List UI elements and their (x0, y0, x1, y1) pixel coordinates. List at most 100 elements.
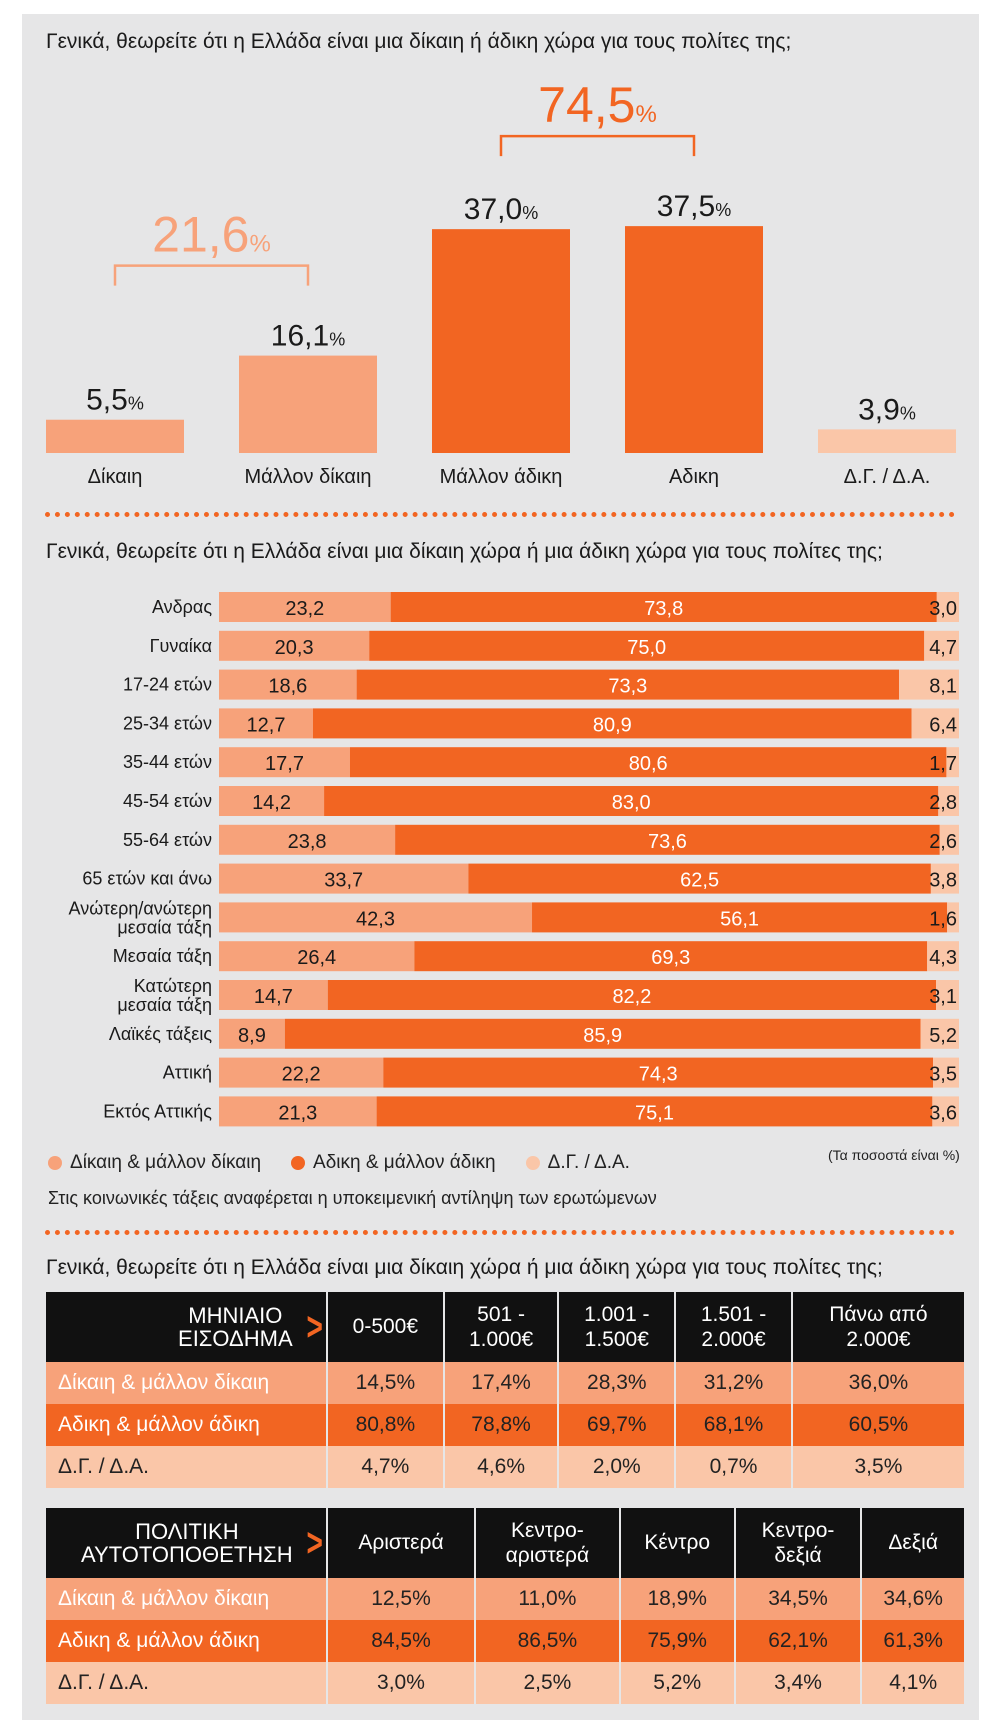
segment-1 (383, 1057, 934, 1088)
segment-value-label: 1,6 (929, 908, 957, 930)
bar-value-label: 37,0% (464, 193, 538, 226)
segment-0 (219, 902, 533, 933)
row-label: Δίκαιη & μάλλον δίκαιη (46, 1578, 327, 1620)
segment-value-label: 33,7 (324, 870, 363, 892)
segment-value-label: 6,4 (929, 714, 957, 736)
segment-2 (936, 592, 959, 622)
segment-1 (376, 1096, 933, 1127)
segment-0 (219, 747, 350, 778)
segment-1 (349, 747, 947, 778)
income-table: ΜΗΝΙΑΙΟ ΕΙΣΟΔΗΜΑ >0-500€ 501 -1.000€ 1.001 -… (46, 1292, 964, 1488)
legend: Δίκαιη & μάλλον δίκαιη Αδικη & μάλλον άδ… (48, 1152, 630, 1174)
segment-value-label: 22,2 (282, 1064, 321, 1086)
row-category-label: 55-64 ετών (123, 830, 212, 850)
segment-value-label: 1,7 (929, 753, 957, 775)
bar-category-label: Αδικη (669, 466, 719, 488)
segment-value-label: 8,9 (238, 1025, 266, 1047)
header-line-1: ΠΟΛΙΤΙΚΗ (135, 1518, 239, 1544)
segment-value-label: 73,6 (648, 831, 687, 853)
segment-1 (532, 902, 948, 933)
row-category-label: Λαϊκές τάξεις (109, 1024, 212, 1044)
segment-2 (920, 1018, 959, 1049)
row-category-label: Ανώτερη/ανώτερη μεσαία τάξη (69, 898, 212, 937)
politics-column-header: Κεντρο-δεξιά (733, 1508, 862, 1578)
segment-value-label: 26,4 (297, 947, 336, 969)
table-cell: 60,5% (790, 1404, 964, 1446)
row-category-label: Γυναίκα (150, 636, 212, 656)
table-cell: 3,0% (326, 1662, 475, 1704)
bar-value-label: 37,5% (657, 190, 731, 223)
row-label: Δίκαιη & μάλλον δίκαιη (46, 1362, 327, 1404)
row-category-label: Αττική (163, 1063, 212, 1083)
row-category-label: 17-24 ετών (123, 675, 212, 695)
table-cell: 86,5% (473, 1620, 620, 1662)
segment-1 (356, 669, 900, 700)
bar-category-label: Δ.Γ. / Δ.Α. (844, 466, 931, 488)
segment-2 (899, 669, 959, 700)
segment-value-label: 80,9 (593, 714, 632, 736)
segment-0 (219, 630, 370, 661)
row-label: Δ.Γ. / Δ.Α. (46, 1446, 327, 1488)
header-line-2: ΕΙΣΟΔΗΜΑ (178, 1326, 293, 1351)
segment-value-label: 3,8 (929, 870, 957, 892)
segment-value-label: 4,7 (929, 637, 957, 659)
segment-2 (933, 1057, 959, 1088)
segment-value-label: 73,3 (608, 676, 647, 698)
table-cell: 28,3% (557, 1362, 676, 1404)
income-column-header: 1.501 -2.000€ (674, 1292, 792, 1362)
segment-value-label: 83,0 (612, 792, 651, 814)
segment-0 (219, 863, 469, 894)
row-label: Δ.Γ. / Δ.Α. (46, 1662, 327, 1704)
segment-0 (219, 1096, 377, 1127)
segment-2 (947, 902, 959, 933)
question-2: Γενικά, θεωρείτε ότι η Ελλάδα είναι μια … (46, 540, 883, 563)
table-cell: 17,4% (442, 1362, 559, 1404)
segment-value-label: 8,1 (929, 676, 957, 698)
legend-swatch-dk (525, 1156, 540, 1170)
chevron-right-icon: > (306, 1305, 323, 1349)
segment-2 (939, 824, 959, 855)
table-cell: 36,0% (790, 1362, 964, 1404)
segment-1 (414, 941, 928, 972)
segment-value-label: 85,9 (583, 1025, 622, 1047)
question-1: Γενικά, θεωρείτε ότι η Ελλάδα είναι μια … (46, 30, 792, 53)
table-row: Δ.Γ. / Δ.Α. 3,0% 2,5% 5,2% 3,4% 4,1% (46, 1662, 964, 1704)
segment-0 (219, 669, 357, 700)
segment-1 (369, 630, 925, 661)
table-cell: 2,0% (557, 1446, 676, 1488)
segment-value-label: 82,2 (612, 986, 651, 1008)
dotted-divider-1 (45, 512, 955, 517)
legend-swatch-just (48, 1156, 62, 1170)
table-cell: 5,2% (618, 1662, 735, 1704)
segment-value-label: 69,3 (651, 947, 690, 969)
chevron-right-icon: > (306, 1521, 323, 1565)
table-cell: 34,6% (860, 1578, 964, 1620)
segment-value-label: 18,6 (268, 676, 307, 698)
segment-2 (932, 1096, 959, 1127)
segment-2 (946, 747, 959, 778)
row-category-label: 65 ετών και άνω (82, 869, 212, 889)
income-column-header: 0-500€ (326, 1292, 444, 1362)
income-column-header: 501 -1.000€ (442, 1292, 559, 1362)
header-line-1: ΜΗΝΙΑΙΟ (188, 1302, 283, 1328)
politics-column-header: Δεξιά (860, 1508, 964, 1578)
table-cell: 12,5% (326, 1578, 475, 1620)
segment-0 (219, 1057, 384, 1088)
segment-value-label: 14,7 (254, 986, 293, 1008)
table-cell: 31,2% (674, 1362, 792, 1404)
question-3: Γενικά, θεωρείτε ότι η Ελλάδα είναι μια … (46, 1256, 883, 1279)
segment-value-label: 42,3 (356, 908, 395, 930)
table-cell: 78,8% (442, 1404, 559, 1446)
segment-value-label: 23,2 (285, 598, 324, 620)
table-cell: 0,7% (674, 1446, 792, 1488)
politics-header-label: ΠΟΛΙΤΙΚΗ ΑΥΤΟΤΟΠΟΘΕΤΗΣΗ > (46, 1508, 327, 1578)
row-label: Αδικη & μάλλον άδικη (46, 1620, 327, 1662)
segment-value-label: 2,6 (929, 831, 957, 853)
table-cell: 84,5% (326, 1620, 475, 1662)
group-total-label: 21,6% (152, 207, 271, 263)
row-category-label: 25-34 ετών (123, 713, 212, 733)
politics-column-header: Κεντρο-αριστερά (473, 1508, 620, 1578)
table-cell: 14,5% (326, 1362, 444, 1404)
row-category-label: Μεσαία τάξη (113, 946, 212, 966)
bar-1 (239, 355, 377, 453)
